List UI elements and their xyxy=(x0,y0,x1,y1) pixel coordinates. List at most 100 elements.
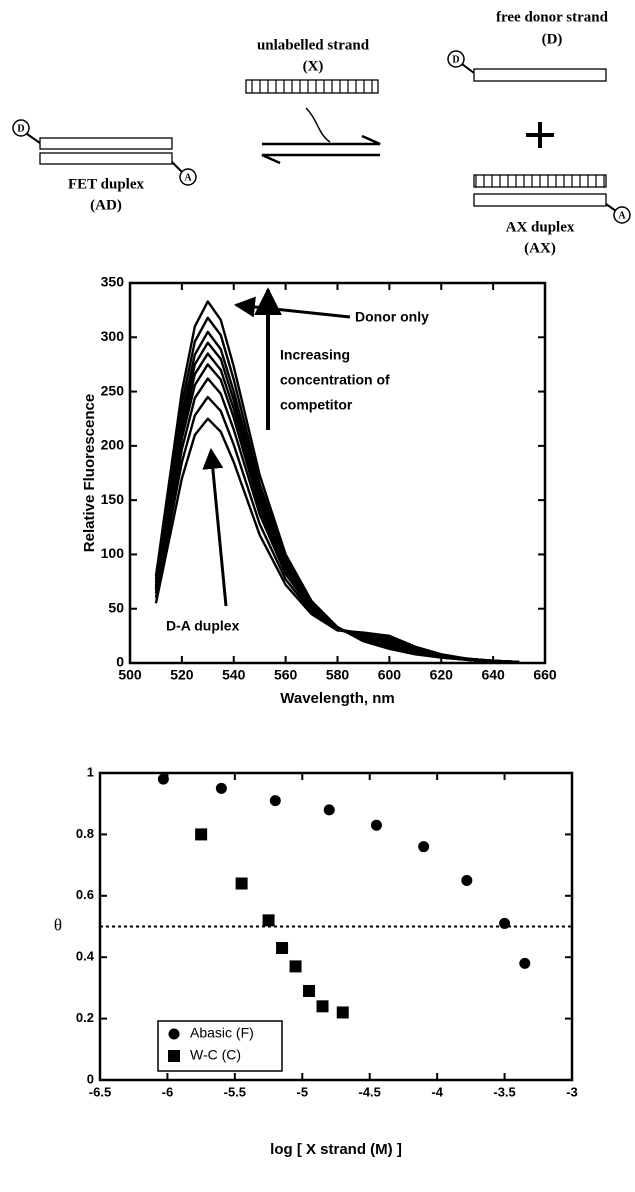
plus-sign xyxy=(526,122,554,148)
acceptor-dye xyxy=(179,168,197,186)
spectrum-line xyxy=(154,341,520,664)
marker xyxy=(235,877,248,890)
y-axis-label: θ xyxy=(54,915,62,934)
label: (AX) xyxy=(524,240,556,256)
y-tick-label: 0.2 xyxy=(76,1010,94,1025)
y-axis-label: Relative Fluorescence xyxy=(81,394,98,552)
marker xyxy=(269,795,281,807)
y-tick-label: 50 xyxy=(108,599,124,615)
acceptor-dye xyxy=(613,206,631,224)
legend-marker xyxy=(168,1028,180,1040)
plot-frame xyxy=(98,771,574,1082)
legend-box xyxy=(157,1020,283,1072)
marker xyxy=(336,1006,349,1019)
linker xyxy=(171,161,183,173)
y-tick-label: 0 xyxy=(87,1071,94,1086)
label: (X) xyxy=(303,58,324,74)
x-tick-label: 600 xyxy=(378,667,402,683)
equilibrium-arrow xyxy=(262,134,381,146)
y-tick-label: 0.4 xyxy=(76,949,95,964)
donor-dye xyxy=(12,119,30,137)
marker xyxy=(461,874,473,886)
marker xyxy=(262,914,275,927)
annotation: competitor xyxy=(280,397,353,413)
marker xyxy=(289,960,302,973)
marker xyxy=(215,782,227,794)
marker xyxy=(303,984,316,997)
x-tick-label: 520 xyxy=(170,667,194,683)
x-tick-label: -5 xyxy=(297,1084,309,1099)
marker xyxy=(316,1000,329,1013)
x-tick-label: -5.5 xyxy=(224,1084,246,1099)
x-tick-label: -6 xyxy=(162,1084,174,1099)
x-tick-label: 500 xyxy=(118,667,142,683)
donor-dye xyxy=(447,50,465,68)
legend-marker xyxy=(168,1050,180,1062)
annotation: Increasing xyxy=(280,347,350,363)
dye-label: D xyxy=(452,54,459,65)
annotation-arrow xyxy=(202,447,228,607)
annotation: Donor only xyxy=(355,309,429,325)
strand-d xyxy=(39,137,173,150)
dye-label: A xyxy=(184,172,192,183)
marker xyxy=(519,957,531,969)
y-tick-label: 300 xyxy=(101,328,125,344)
x-tick-label: -4 xyxy=(431,1084,443,1099)
x-axis-label: log [ X strand (M) ] xyxy=(270,1141,402,1158)
x-tick-label: -4.5 xyxy=(359,1084,381,1099)
annotation: concentration of xyxy=(280,372,390,388)
x-axis-label: Wavelength, nm xyxy=(280,690,394,707)
x-tick-label: -3.5 xyxy=(493,1084,515,1099)
marker xyxy=(499,917,511,929)
strand-x xyxy=(473,174,607,188)
x-tick-label: 620 xyxy=(430,667,454,683)
linker xyxy=(461,63,475,74)
y-tick-label: 100 xyxy=(101,545,125,561)
annotation: D-A duplex xyxy=(166,618,240,634)
x-tick-label: 640 xyxy=(481,667,505,683)
strand-x xyxy=(245,79,379,94)
dye-label: A xyxy=(618,210,626,221)
linker xyxy=(26,133,41,144)
marker xyxy=(323,804,335,816)
marker xyxy=(418,841,430,853)
y-tick-label: 1 xyxy=(87,764,94,779)
spectrum-line xyxy=(154,417,520,664)
legend-label: Abasic (F) xyxy=(190,1025,254,1041)
legend-label: W-C (C) xyxy=(190,1047,241,1063)
label: AX duplex xyxy=(506,219,575,235)
label: (AD) xyxy=(90,197,122,213)
spectrum-line xyxy=(154,316,520,664)
y-tick-label: 150 xyxy=(101,491,125,507)
x-tick-label: -6.5 xyxy=(89,1084,111,1099)
y-tick-label: 350 xyxy=(101,274,125,290)
y-tick-label: 0.8 xyxy=(76,826,94,841)
label: (D) xyxy=(542,31,563,47)
marker xyxy=(276,941,289,954)
strand-a xyxy=(39,152,173,165)
scheme: unlabelled strand (X) free donor strand … xyxy=(12,9,631,256)
y-tick-label: 200 xyxy=(101,437,125,453)
label: free donor strand xyxy=(496,9,609,25)
strand-a xyxy=(473,193,607,207)
x-tick-label: -3 xyxy=(566,1084,578,1099)
x-tick-label: 540 xyxy=(222,667,246,683)
y-tick-label: 250 xyxy=(101,382,125,398)
marker xyxy=(370,819,382,831)
equilibrium-arrow xyxy=(261,153,380,165)
y-tick-label: 0 xyxy=(116,654,124,670)
x-tick-label: 560 xyxy=(274,667,298,683)
label: unlabelled strand xyxy=(257,37,370,53)
strand-d xyxy=(473,68,607,82)
dye-label: D xyxy=(17,123,24,134)
marker xyxy=(195,828,208,841)
x-tick-label: 660 xyxy=(533,667,557,683)
annotation-arrow xyxy=(233,296,351,319)
y-tick-label: 0.6 xyxy=(76,887,94,902)
label: FET duplex xyxy=(68,176,145,192)
x-tick-label: 580 xyxy=(326,667,350,683)
binding-arrow xyxy=(305,107,331,143)
linker xyxy=(605,203,617,212)
marker xyxy=(157,773,169,785)
